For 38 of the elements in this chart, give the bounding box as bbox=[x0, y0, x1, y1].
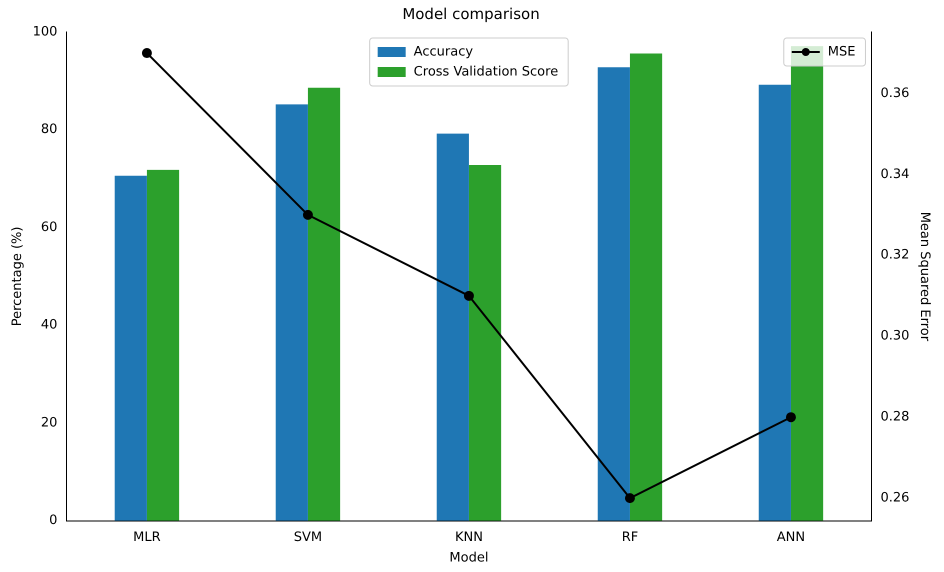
bar bbox=[146, 170, 180, 521]
point bbox=[464, 290, 474, 301]
bar bbox=[598, 67, 630, 521]
y2-tick-label: 0.28 bbox=[880, 410, 910, 425]
y2-tick-label: 0.32 bbox=[880, 248, 910, 263]
point bbox=[624, 493, 635, 504]
y-axis-title: Percentage (%) bbox=[10, 226, 26, 326]
y-tick-label: 20 bbox=[40, 415, 58, 430]
y2-tick-label: 0.34 bbox=[880, 166, 910, 182]
point bbox=[142, 48, 152, 58]
y2-tick-label: 0.36 bbox=[880, 86, 910, 101]
bar bbox=[276, 104, 308, 521]
legend-label: Accuracy bbox=[414, 44, 474, 60]
x-tick-label: MLR bbox=[133, 530, 161, 545]
y2-tick-label: 0.26 bbox=[880, 490, 910, 506]
x-tick-label: ANN bbox=[776, 530, 806, 545]
bar bbox=[436, 134, 469, 521]
x-tick-label: RF bbox=[622, 530, 638, 545]
bar bbox=[308, 88, 340, 521]
x-tick-label: SVM bbox=[294, 530, 322, 545]
bar bbox=[758, 84, 791, 521]
bar bbox=[114, 176, 147, 521]
point bbox=[786, 412, 796, 422]
bar bbox=[630, 54, 662, 521]
point bbox=[302, 210, 313, 220]
legend-label: Cross Validation Score bbox=[414, 64, 558, 80]
y2-axis-title: Mean Squared Error bbox=[916, 212, 932, 342]
legend-label: MSE bbox=[828, 44, 856, 60]
y2-tick-label: 0.30 bbox=[880, 328, 910, 344]
chart-title: Model comparison bbox=[402, 4, 540, 23]
y-tick-label: 80 bbox=[40, 122, 58, 138]
x-tick-label: KNN bbox=[454, 530, 483, 545]
y-tick-label: 0 bbox=[49, 513, 58, 528]
bar bbox=[468, 164, 502, 521]
y-tick-label: 60 bbox=[40, 220, 58, 235]
y-tick-label: 100 bbox=[32, 24, 58, 40]
x-axis-title: Model bbox=[449, 550, 488, 566]
y-tick-label: 40 bbox=[40, 318, 58, 333]
